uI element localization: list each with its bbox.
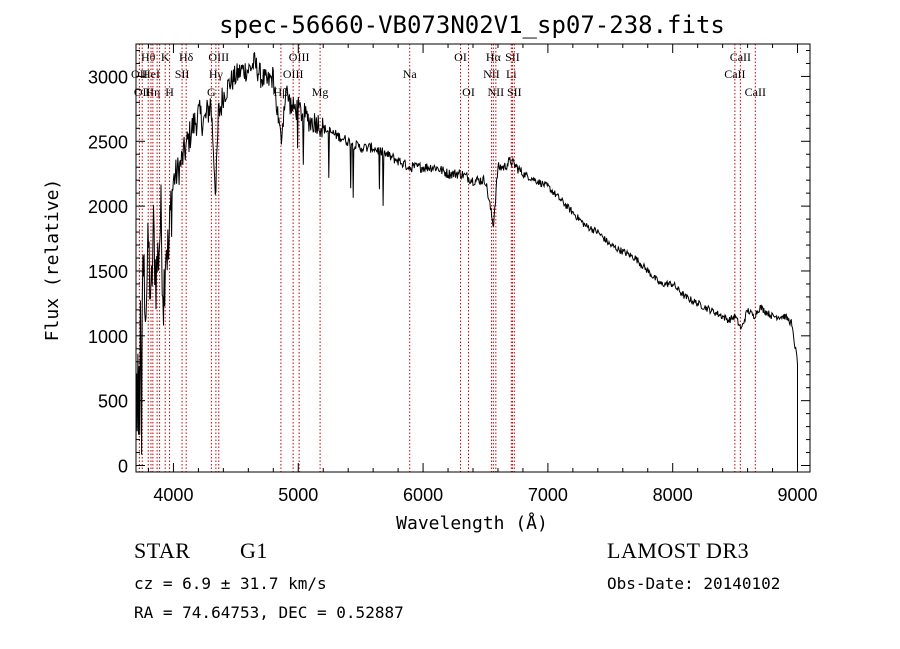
line-marker-label: HeI xyxy=(142,67,160,81)
line-marker-label: K xyxy=(161,50,170,64)
line-marker-label: Hθ xyxy=(141,50,156,64)
obs-date: Obs-Date: 20140102 xyxy=(607,574,781,593)
line-marker-label: OII xyxy=(134,85,151,99)
line-marker-label: OI xyxy=(454,50,467,64)
x-tick-label: 6000 xyxy=(403,485,443,505)
plot-frame xyxy=(135,43,811,473)
line-marker-label: Hη xyxy=(145,85,160,99)
coordinates: RA = 74.64753, DEC = 0.52887 xyxy=(134,603,404,622)
chart-title: spec-56660-VB073N02V1_sp07-238.fits xyxy=(219,11,725,39)
line-marker-label: Hδ xyxy=(179,50,194,64)
line-marker-label: OIII xyxy=(283,67,304,81)
x-axis: 4000 5000 6000 7000 8000 9000 xyxy=(147,44,818,505)
line-marker-label: OI xyxy=(462,85,475,99)
survey-name: LAMOST DR3 xyxy=(607,538,750,563)
y-tick-label: 3000 xyxy=(88,67,128,87)
line-marker-label: SII xyxy=(505,50,520,64)
y-axis-label: Flux (relative) xyxy=(42,179,63,342)
y-tick-label: 0 xyxy=(118,457,128,477)
x-tick-label: 9000 xyxy=(777,485,817,505)
line-marker-label: Hα xyxy=(486,50,502,64)
y-tick-label: 1000 xyxy=(88,327,128,347)
line-marker-label: NII xyxy=(483,67,500,81)
line-marker-label: CaII xyxy=(745,85,766,99)
x-tick-label: 5000 xyxy=(278,485,318,505)
y-tick-label: 500 xyxy=(98,392,128,412)
y-tick-label: 2000 xyxy=(88,197,128,217)
line-marker-label: OIII xyxy=(208,50,229,64)
line-marker-label: Hγ xyxy=(209,67,224,81)
line-marker-label: OII xyxy=(131,67,148,81)
line-marker-label: Hβ xyxy=(274,85,289,99)
line-marker-label: CaII xyxy=(730,50,751,64)
object-class: STAR xyxy=(134,538,191,563)
line-marker-label: SII xyxy=(507,85,522,99)
x-axis-label: Wavelength (Å) xyxy=(396,512,548,534)
y-tick-label: 1500 xyxy=(88,262,128,282)
subclass: G1 xyxy=(240,538,268,563)
line-marker-label: Mg xyxy=(312,85,329,99)
y-tick-label: 2500 xyxy=(88,132,128,152)
line-marker-label: NII xyxy=(488,85,505,99)
line-marker-label: Li xyxy=(506,67,517,81)
spectrum-line xyxy=(135,51,798,466)
x-tick-label: 4000 xyxy=(153,485,193,505)
spectrum-series xyxy=(135,51,798,466)
line-marker-label: CaII xyxy=(724,67,745,81)
x-tick-label: 8000 xyxy=(653,485,693,505)
x-tick-label: 7000 xyxy=(528,485,568,505)
redshift-cz: cz = 6.9 ± 31.7 km/s xyxy=(134,574,327,593)
line-marker-label: SII xyxy=(175,67,190,81)
line-marker-label: OIII xyxy=(289,50,310,64)
line-marker-label: Na xyxy=(403,67,418,81)
y-axis: 0 500 1000 1500 2000 2500 3000 xyxy=(88,49,810,477)
line-marker-label: H xyxy=(165,85,174,99)
line-marker-label: G xyxy=(207,85,216,99)
line-markers: OIIOIIHθHeIHηKHSIIHδGHγOIIIHβOIIIOIIIMgN… xyxy=(131,44,766,472)
